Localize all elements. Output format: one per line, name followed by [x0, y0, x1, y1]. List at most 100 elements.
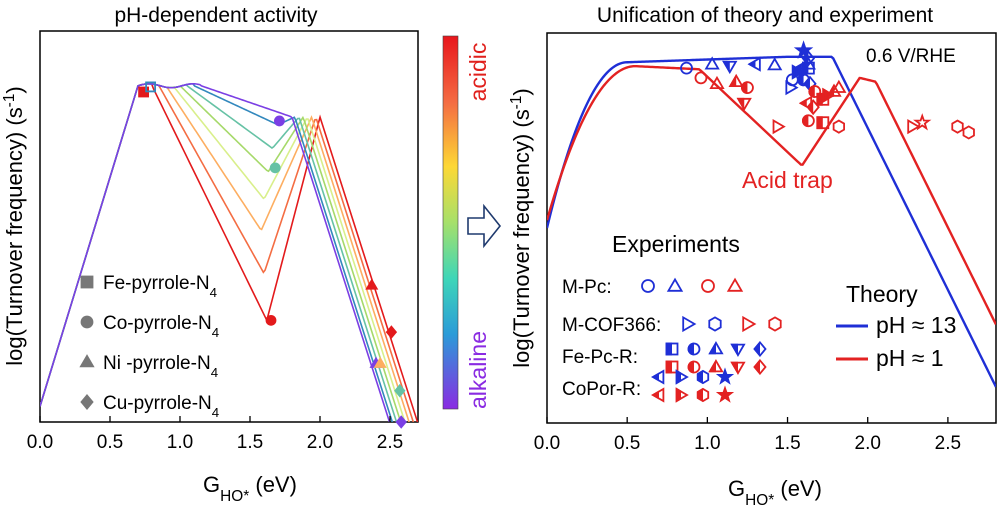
right-y-axis-label-part: ) [509, 88, 534, 95]
experiment-point [741, 81, 754, 94]
arrow-shape [467, 203, 502, 249]
experiment-point [736, 97, 752, 112]
arrow-icon [467, 203, 502, 249]
legend-marker-circle [80, 315, 94, 329]
theory-line-ph1 [547, 64, 996, 326]
theory-legend-label-part: pH ≈ 1 [876, 345, 944, 371]
experiments-label-part: M-COF366: [562, 315, 661, 336]
left-curves [40, 82, 418, 422]
right-chart-title: Unification of theory and experiment [597, 4, 933, 27]
legend-label-part: Fe-pyrrole-N [103, 273, 210, 294]
experiments-label: Fe-Pc-R: [562, 347, 638, 368]
experiments-symbol [641, 279, 655, 293]
colorbar: acidic alkaline [442, 35, 491, 410]
colorbar-alkaline-label: alkaline [465, 331, 491, 409]
right-x-tick-label-part: 2.0 [855, 433, 881, 454]
right-x-axis-label-part: HO* [745, 492, 774, 506]
left-data-marker [385, 325, 398, 339]
experiment-point [785, 79, 799, 96]
experiments-symbol [675, 387, 689, 403]
experiments-symbol [682, 315, 697, 333]
experiments-symbol [708, 359, 724, 373]
left-x-axis-label-part: G [203, 472, 220, 497]
experiments-symbol [708, 341, 724, 355]
left-x-tick-label-part: 1.5 [237, 432, 263, 453]
experiments-symbol-fill [753, 340, 760, 358]
experiments-symbol [715, 385, 735, 403]
experiment-point [831, 79, 847, 93]
left-chart: 0.0 0.5 1.0 1.5 2.0 2.5 pH-dependent activity G… [1, 4, 419, 505]
left-series-line [40, 82, 415, 422]
acid-trap-annotation: Acid trap [742, 167, 833, 193]
left-series-line [40, 82, 418, 422]
right-x-tick-label-part: 1.5 [774, 433, 800, 454]
experiment-point [816, 116, 830, 130]
experiments-symbol [666, 277, 684, 292]
experiment-point [951, 119, 964, 134]
experiments-symbol [768, 316, 782, 332]
right-x-tick-label-part: 2.5 [935, 433, 961, 454]
experiment-point [793, 40, 814, 59]
experiments-symbol-fill-shape [665, 342, 672, 356]
experiments-symbol [753, 340, 767, 358]
experiments-symbol [715, 367, 735, 385]
experiments-symbol-fill [753, 358, 760, 376]
experiments-symbol [696, 387, 710, 403]
theory-legend-label-part: pH ≈ 13 [876, 312, 956, 338]
experiment-point [800, 56, 816, 70]
right-chart-title-part: Unification of theory and experiment [597, 4, 933, 27]
left-x-tick-label-part: 0.0 [27, 432, 53, 453]
right-x-tick-label: 0.5 [614, 433, 640, 454]
experiments-symbol [726, 277, 744, 292]
experiment-point [822, 87, 836, 104]
legend-label: Ni -pyrrole-N4 [103, 353, 218, 380]
experiment-point [826, 83, 842, 97]
theory-title: Theory [846, 281, 918, 307]
right-y-axis-label-part: -1 [508, 96, 525, 110]
left-x-tick-label: 0.0 [27, 432, 53, 453]
right-chart: 0.0 0.5 1.0 1.5 2.0 2.5 Unification of theory … [508, 4, 997, 506]
legend-marker-triangle [79, 354, 95, 368]
experiment-point [962, 125, 975, 140]
experiment-point [808, 85, 822, 98]
left-data-marker [273, 115, 285, 127]
right-x-axis-label-part: G [728, 476, 745, 501]
legend-label-part: 4 [212, 405, 219, 420]
legend-label-part: Cu-pyrrole-N [103, 393, 212, 414]
left-data-marker [394, 383, 406, 398]
legend-marker-diamond [80, 393, 94, 411]
theory-line-ph13 [547, 55, 996, 388]
acid-trap-annotation-part: Acid trap [742, 167, 833, 193]
experiments-symbol [730, 343, 746, 357]
right-x-tick-label: 2.0 [855, 433, 881, 454]
experiments-symbol-fill-shape [753, 358, 760, 376]
left-y-axis-label: log(Turnover frequency) (s-1) [1, 86, 28, 365]
colorbar-acidic-label: acidic [465, 43, 491, 102]
experiments-symbol [675, 369, 689, 385]
left-x-axis-label: GHO* (eV) [203, 472, 297, 505]
colorbar-alkaline-label-part: alkaline [465, 331, 491, 409]
left-data-marker [269, 162, 281, 174]
experiments-symbol [696, 369, 710, 385]
legend-label: Cu-pyrrole-N4 [103, 393, 219, 420]
right-x-tick-label: 1.5 [774, 433, 800, 454]
left-data-marker [373, 356, 387, 368]
legend-label-part: 4 [212, 325, 219, 340]
experiments-symbol [708, 316, 722, 332]
theory-title-part: Theory [846, 281, 918, 307]
experiments-symbol [665, 342, 679, 356]
potential-label: 0.6 V/RHE [866, 46, 956, 67]
left-data-marker [145, 81, 157, 93]
left-y-axis-label-part: -1 [1, 94, 18, 108]
experiments-label-part: Fe-Pc-R: [562, 347, 638, 368]
experiments-symbol [651, 369, 665, 385]
experiment-point [767, 57, 783, 71]
left-x-tick-label-part: 1.0 [167, 432, 193, 453]
left-x-tick-label: 0.5 [97, 432, 123, 453]
experiments-label-part: M-Pc: [562, 277, 612, 298]
experiments-label-part: CoPor-R: [562, 379, 641, 400]
experiments-symbol [687, 360, 701, 374]
experiments-symbol-fill [665, 342, 672, 356]
right-x-axis-label-part: (eV) [774, 476, 822, 501]
legend-label-part: 4 [210, 285, 217, 300]
